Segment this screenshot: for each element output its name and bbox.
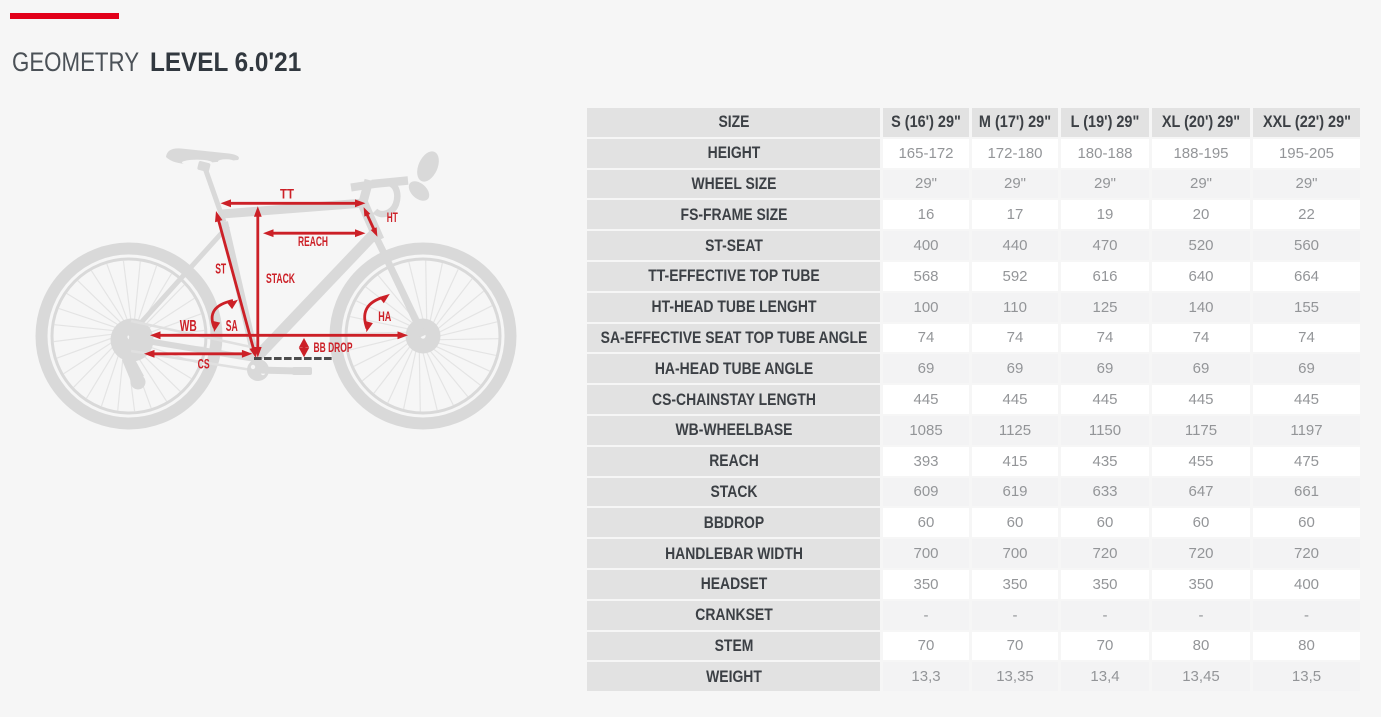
svg-text:WB: WB xyxy=(180,318,197,335)
svg-text:REACH: REACH xyxy=(298,233,328,249)
svg-text:BB DROP: BB DROP xyxy=(314,339,353,355)
svg-text:ST: ST xyxy=(215,260,226,277)
svg-text:HA: HA xyxy=(378,308,391,324)
svg-text:TT: TT xyxy=(280,185,294,201)
svg-text:CS: CS xyxy=(198,356,210,372)
svg-text:HT: HT xyxy=(387,209,398,225)
svg-text:STACK: STACK xyxy=(266,270,295,286)
svg-text:SA: SA xyxy=(226,318,238,335)
